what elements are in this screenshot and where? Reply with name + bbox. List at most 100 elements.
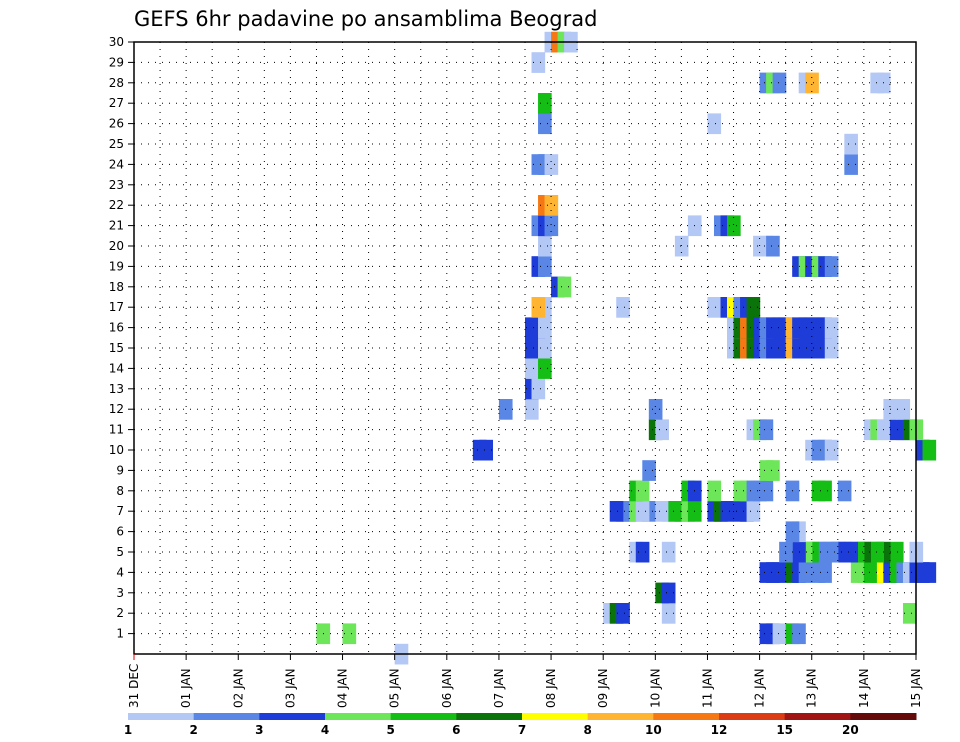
heatmap-cell <box>824 337 839 359</box>
colorbar-label: 5 <box>386 723 394 737</box>
y-tick-label: 18 <box>109 280 124 294</box>
heatmap-cell <box>922 439 937 461</box>
cells-layer <box>316 31 937 665</box>
y-tick-label: 23 <box>109 178 124 192</box>
colorbar-swatch <box>325 713 392 720</box>
y-axis: 1234567891011121314151617181920212223242… <box>109 35 134 641</box>
colorbar-label: 2 <box>189 723 197 737</box>
x-tick-label: 15 JAN <box>909 668 923 708</box>
heatmap-cell <box>824 256 839 277</box>
y-tick-label: 27 <box>109 96 124 110</box>
heatmap-cell <box>844 133 858 155</box>
heatmap-cell <box>896 399 911 420</box>
x-tick-label: 12 JAN <box>753 668 767 708</box>
heatmap-cell <box>792 623 806 645</box>
heatmap-cell <box>642 460 656 481</box>
colorbar-label: 15 <box>776 723 793 737</box>
y-tick-label: 14 <box>109 361 124 375</box>
x-tick-label: 08 JAN <box>544 668 558 708</box>
colorbar-label: 4 <box>321 723 329 737</box>
heatmap-cell <box>635 480 650 502</box>
x-tick-label: 03 JAN <box>283 668 297 708</box>
y-tick-label: 5 <box>116 545 124 559</box>
colorbar-label: 6 <box>452 723 460 737</box>
heatmap-cell <box>805 72 819 94</box>
heatmap-cell <box>844 154 858 175</box>
heatmap-cell <box>342 623 357 645</box>
y-tick-label: 29 <box>109 55 124 69</box>
heatmap-cell <box>766 460 780 481</box>
x-tick-label: 07 JAN <box>492 668 506 708</box>
heatmap-cell <box>772 72 787 94</box>
heatmap-cell <box>538 358 552 379</box>
colorbar-swatch <box>522 713 589 720</box>
x-tick-label: 31 DEC <box>127 664 141 708</box>
heatmap-cell <box>889 541 904 563</box>
heatmap-cell <box>746 297 761 318</box>
y-tick-label: 9 <box>116 463 124 477</box>
colorbar-label: 1 <box>124 723 132 737</box>
x-tick-label: 13 JAN <box>805 668 819 708</box>
heatmap-cell <box>531 52 546 73</box>
heatmap-cell <box>759 419 774 441</box>
colorbar-swatch <box>390 713 457 720</box>
colorbar-label: 20 <box>842 723 859 737</box>
heatmap-cell <box>837 480 852 502</box>
x-tick-label: 06 JAN <box>440 668 454 708</box>
heatmap-cell <box>648 399 663 420</box>
x-tick-label: 01 JAN <box>179 668 193 708</box>
colorbar-swatch <box>653 713 720 720</box>
heatmap-cell <box>538 337 552 359</box>
heatmap-cell <box>544 154 559 175</box>
heatmap-cell <box>902 603 917 624</box>
heatmap-cell <box>824 439 839 461</box>
y-tick-label: 30 <box>109 35 124 49</box>
y-tick-label: 25 <box>109 137 124 151</box>
colorbar-label: 10 <box>645 723 662 737</box>
y-tick-label: 19 <box>109 259 124 273</box>
y-tick-label: 26 <box>109 117 124 131</box>
x-tick-label: 09 JAN <box>596 668 610 708</box>
heatmap-cell <box>538 256 552 277</box>
heatmap-cell <box>824 317 839 339</box>
y-tick-label: 15 <box>109 341 124 355</box>
heatmap-cell <box>818 480 832 502</box>
x-tick-label: 02 JAN <box>231 668 245 708</box>
heatmap-cell <box>609 501 624 522</box>
heatmap-cell <box>720 501 735 522</box>
y-tick-label: 21 <box>109 219 124 233</box>
colorbar-swatch <box>850 713 917 720</box>
colorbar: 1 2 3 4 5 6 7 8 10 12 15 20 <box>124 713 917 737</box>
heatmap-cell <box>661 603 676 624</box>
y-tick-label: 8 <box>116 484 124 498</box>
heatmap-cell <box>635 541 650 563</box>
heatmap-cell <box>818 562 832 583</box>
y-tick-label: 24 <box>109 157 124 171</box>
heatmap-cell <box>525 399 539 420</box>
heatmap-cell <box>674 235 689 257</box>
y-tick-label: 3 <box>116 586 124 600</box>
x-tick-label: 11 JAN <box>700 668 714 708</box>
grid-layer <box>133 41 917 654</box>
heatmap-cell <box>707 480 722 502</box>
heatmap-cell <box>616 603 630 624</box>
heatmap-cell <box>661 541 676 563</box>
x-tick-label: 05 JAN <box>388 668 402 708</box>
y-tick-label: 17 <box>109 300 124 314</box>
heatmap-cell <box>544 215 559 237</box>
heatmap-cell <box>746 501 761 522</box>
y-tick-label: 10 <box>109 443 124 457</box>
y-tick-label: 12 <box>109 402 124 416</box>
y-tick-label: 2 <box>116 606 124 620</box>
colorbar-label: 12 <box>711 723 728 737</box>
heatmap-cell <box>531 297 546 318</box>
heatmap-cell <box>922 562 937 583</box>
x-tick-label: 04 JAN <box>336 668 350 708</box>
x-tick-label: 10 JAN <box>648 668 662 708</box>
y-tick-label: 7 <box>116 504 124 518</box>
y-tick-label: 6 <box>116 525 124 539</box>
heatmap-cell <box>655 419 669 441</box>
y-tick-label: 22 <box>109 198 124 212</box>
y-tick-label: 16 <box>109 321 124 335</box>
